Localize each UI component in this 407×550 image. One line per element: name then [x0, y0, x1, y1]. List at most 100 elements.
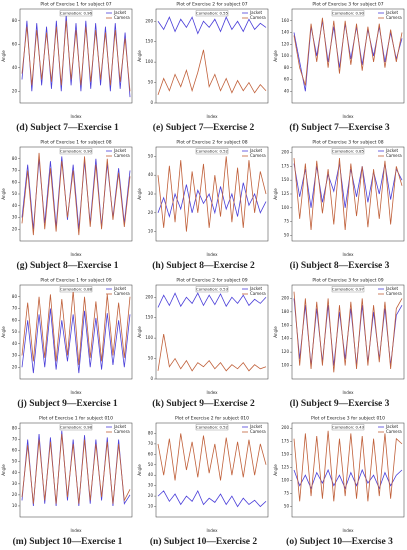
y-tick-label: 60 — [12, 41, 18, 46]
series-line — [21, 152, 131, 236]
correlation-box — [331, 424, 365, 431]
y-tick-label: 70 — [12, 168, 18, 173]
y-tick-label: 50 — [12, 191, 18, 196]
y-axis-label: Angle — [1, 50, 6, 62]
x-axis-label: Index — [70, 528, 82, 533]
y-tick-label: 140 — [281, 336, 289, 341]
y-tick-label: 120 — [281, 41, 289, 46]
y-tick-label: 125 — [281, 464, 289, 469]
y-tick-label: 50 — [12, 459, 18, 464]
x-axis-label: Index — [206, 528, 218, 533]
chart-title: Plot of Exercise 3 for subject 09 — [312, 278, 383, 284]
y-tick-label: 75 — [284, 491, 290, 496]
chart-title: Plot of Exercise 3 for subject 07 — [312, 2, 383, 8]
caption: (m) Subject 10—Exercise 1 — [13, 536, 123, 547]
correlation-label: Correlation: 0.55 — [196, 10, 228, 15]
legend-label: Camera — [386, 291, 402, 296]
y-tick-label: 80 — [12, 426, 18, 431]
caption: (o) Subject 10—Exercise 3 — [286, 536, 393, 547]
y-tick-label: 10 — [148, 504, 154, 509]
x-axis-label: Index — [206, 252, 218, 257]
y-tick-label: 20 — [12, 226, 18, 231]
legend-label: Jacket — [385, 286, 398, 291]
y-axis-label: Angle — [273, 188, 278, 200]
legend-label: Camera — [114, 15, 130, 20]
y-tick-label: 10 — [148, 229, 154, 234]
y-axis-label: Angle — [137, 464, 142, 476]
plot-area — [155, 422, 269, 518]
series-line — [157, 16, 267, 35]
chart-title: Plot of Exercise 3 for subject 08 — [312, 140, 383, 146]
series-line — [157, 333, 267, 372]
legend-label: Jacket — [113, 10, 126, 15]
x-axis-label: Index — [70, 114, 82, 119]
y-tick-label: 30 — [12, 353, 18, 358]
correlation-box — [331, 10, 365, 17]
series-line — [21, 308, 131, 374]
series-line — [157, 433, 267, 481]
correlation-label: Correlation: 0.97 — [332, 286, 364, 291]
y-tick-label: 100 — [281, 53, 289, 58]
caption: (l) Subject 9—Exercise 3 — [290, 398, 390, 409]
caption: (k) Subject 9—Exercise 2 — [152, 398, 255, 409]
x-axis-label: Index — [342, 252, 354, 257]
series-line — [157, 49, 267, 95]
y-tick-label: 80 — [12, 156, 18, 161]
y-tick-label: 40 — [12, 470, 18, 475]
y-tick-label: 60 — [12, 317, 18, 322]
series-line — [157, 489, 267, 508]
legend-label: Jacket — [385, 424, 398, 429]
legend-label: Jacket — [249, 148, 262, 153]
y-tick-label: 80 — [284, 65, 290, 70]
series-line — [21, 20, 131, 92]
legend-label: Jacket — [249, 286, 262, 291]
legend-label: Jacket — [385, 10, 398, 15]
x-axis-label: Index — [342, 114, 354, 119]
y-tick-label: 150 — [145, 315, 153, 320]
correlation-label: Correlation: 0.43 — [332, 424, 364, 429]
legend-label: Camera — [250, 429, 266, 434]
y-tick-label: 30 — [148, 483, 154, 488]
y-tick-label: 20 — [12, 88, 18, 93]
legend-label: Jacket — [249, 424, 262, 429]
y-tick-label: 20 — [148, 210, 154, 215]
y-tick-label: 70 — [12, 306, 18, 311]
y-tick-label: 175 — [281, 438, 289, 443]
legend-label: Camera — [114, 291, 130, 296]
y-tick-label: 40 — [12, 341, 18, 346]
y-axis-label: Angle — [1, 188, 6, 200]
legend-label: Jacket — [113, 424, 126, 429]
y-tick-label: 100 — [281, 363, 289, 368]
chart-title: Plot of Exercise 1 for subject 08 — [40, 140, 111, 146]
series-line — [21, 434, 131, 504]
series-line — [293, 17, 403, 86]
series-line — [157, 292, 267, 308]
caption: (f) Subject 7—Exercise 3 — [289, 122, 390, 133]
y-tick-label: 160 — [281, 322, 289, 327]
x-axis-label: Index — [70, 252, 82, 257]
chart-title: Plot of Exercise 2 for subject 09 — [176, 278, 247, 284]
y-tick-label: 40 — [148, 472, 154, 477]
legend-label: Jacket — [385, 148, 398, 153]
legend-label: Camera — [114, 153, 130, 158]
correlation-label: Correlation: 0.90 — [332, 10, 364, 15]
y-tick-label: 10 — [12, 503, 18, 508]
y-tick-label: 0 — [150, 100, 153, 105]
y-tick-label: 75 — [284, 219, 290, 224]
y-tick-label: 200 — [281, 150, 289, 155]
y-tick-label: 30 — [12, 215, 18, 220]
y-tick-label: 160 — [281, 18, 289, 23]
y-tick-label: 60 — [12, 448, 18, 453]
y-axis-label: Angle — [273, 326, 278, 338]
y-tick-label: 125 — [281, 191, 289, 196]
y-axis-label: Angle — [137, 188, 142, 200]
x-axis-label: Index — [342, 528, 354, 533]
correlation-label: Correlation: 0.52 — [196, 148, 228, 153]
plot-area — [155, 8, 269, 104]
y-tick-label: 200 — [281, 295, 289, 300]
y-tick-label: 80 — [12, 18, 18, 23]
y-tick-label: 100 — [145, 335, 153, 340]
caption: (e) Subject 7—Exercise 2 — [153, 122, 255, 133]
correlation-box — [59, 10, 93, 17]
